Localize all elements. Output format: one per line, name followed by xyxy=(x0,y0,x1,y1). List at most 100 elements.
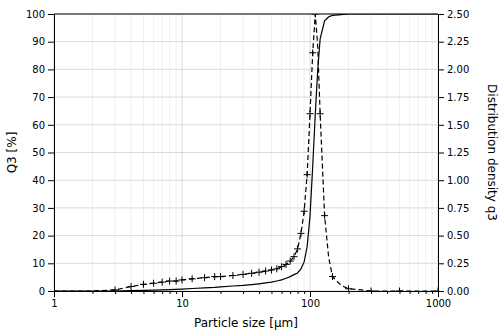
axis-line xyxy=(48,15,55,292)
marker xyxy=(262,268,269,275)
tick-mark xyxy=(310,291,311,297)
marker xyxy=(128,283,135,290)
tick-mark xyxy=(48,125,54,126)
tick-label: 1 xyxy=(51,298,57,309)
tick-mark xyxy=(438,153,444,154)
grid-line xyxy=(54,97,438,98)
tick: 2.00 xyxy=(438,64,469,75)
tick-label: 20 xyxy=(32,230,45,241)
marks xyxy=(54,14,438,291)
tick: 1 xyxy=(51,291,57,309)
tick-label: 100 xyxy=(301,298,320,309)
tick-label: 60 xyxy=(32,120,45,131)
x-axis-title: Particle size [μm] xyxy=(194,316,298,330)
tick-label: 90 xyxy=(32,36,45,47)
tick: 10 xyxy=(176,291,189,309)
tick-mark xyxy=(48,69,54,70)
tick-mark xyxy=(438,97,444,98)
y-axis: 0 10 20 30 40 50 60 70 80 90 100 xyxy=(26,9,55,297)
tick-label: 10 xyxy=(32,258,45,269)
grid-line xyxy=(54,69,438,70)
marker xyxy=(268,266,275,273)
marker xyxy=(201,274,208,281)
y2-axis: 0.000.250.500.751.001.251.501.752.002.25… xyxy=(438,9,469,297)
x-axis: 1101001000 xyxy=(51,291,451,309)
line xyxy=(54,14,438,291)
tick-label: 1.75 xyxy=(447,92,469,103)
marker xyxy=(166,278,173,285)
marker xyxy=(283,261,290,268)
marker xyxy=(307,110,314,117)
grid-line xyxy=(54,41,438,42)
tick-mark xyxy=(48,291,54,292)
tick-label: 2.50 xyxy=(447,9,469,20)
marker xyxy=(297,230,304,237)
tick-label: 100 xyxy=(26,9,45,20)
tick-mark xyxy=(48,263,54,264)
marker xyxy=(321,212,328,219)
tick: 60 xyxy=(32,120,54,131)
tick-mark xyxy=(438,291,444,292)
tick: 1.25 xyxy=(438,147,469,158)
tick: 20 xyxy=(32,230,54,241)
grid-line xyxy=(54,124,438,125)
tick: 80 xyxy=(32,64,54,75)
marker xyxy=(291,253,298,260)
tick-label: 0.50 xyxy=(447,230,469,241)
tick-mark xyxy=(48,42,54,43)
marker xyxy=(317,110,324,117)
tick-label: 10 xyxy=(176,298,189,309)
marker xyxy=(329,273,336,280)
tick-label: 1.00 xyxy=(447,175,469,186)
tick: 10 xyxy=(32,258,54,269)
marker xyxy=(173,278,180,285)
tick-mark xyxy=(48,180,54,181)
marker xyxy=(294,245,301,252)
tick: 100 xyxy=(26,9,54,20)
marker xyxy=(240,271,247,278)
tick-label: 30 xyxy=(32,203,45,214)
y2-axis-title: Distribution density q3 xyxy=(485,84,499,221)
tick: 2.25 xyxy=(438,36,469,47)
tick-mark xyxy=(182,291,183,297)
axis-line xyxy=(55,292,439,298)
tick: 1.75 xyxy=(438,92,469,103)
marker xyxy=(189,275,196,282)
marker xyxy=(309,49,316,56)
marker xyxy=(312,14,319,18)
marker xyxy=(159,279,166,286)
grid-line xyxy=(54,235,438,236)
tick: 30 xyxy=(32,203,54,214)
tick-label: 70 xyxy=(32,92,45,103)
tick-mark xyxy=(438,208,444,209)
tick-mark xyxy=(48,153,54,154)
marker xyxy=(435,288,439,292)
tick-label: 2.25 xyxy=(447,36,469,47)
tick-label: 2.00 xyxy=(447,64,469,75)
tick-label: 1.50 xyxy=(447,120,469,131)
grid-line xyxy=(54,152,438,153)
tick: 90 xyxy=(32,36,54,47)
tick-mark xyxy=(438,14,444,15)
marker xyxy=(304,171,311,178)
marker xyxy=(345,285,352,291)
tick-label: 0 xyxy=(39,286,45,297)
tick-mark xyxy=(438,42,444,43)
tick-mark xyxy=(438,125,444,126)
marker xyxy=(150,280,157,287)
tick: 50 xyxy=(32,147,54,158)
tick: 0.25 xyxy=(438,258,469,269)
tick-mark xyxy=(48,97,54,98)
tick-label: 50 xyxy=(32,147,45,158)
tick: 1.50 xyxy=(438,120,469,131)
tick-mark xyxy=(438,263,444,264)
tick-label: 0.25 xyxy=(447,258,469,269)
grid-line xyxy=(54,180,438,181)
tick-mark xyxy=(48,14,54,15)
marker xyxy=(179,276,186,283)
line xyxy=(54,14,438,291)
marker xyxy=(140,281,147,288)
marker xyxy=(256,269,263,276)
tick-mark xyxy=(438,69,444,70)
tick: 40 xyxy=(32,175,54,186)
